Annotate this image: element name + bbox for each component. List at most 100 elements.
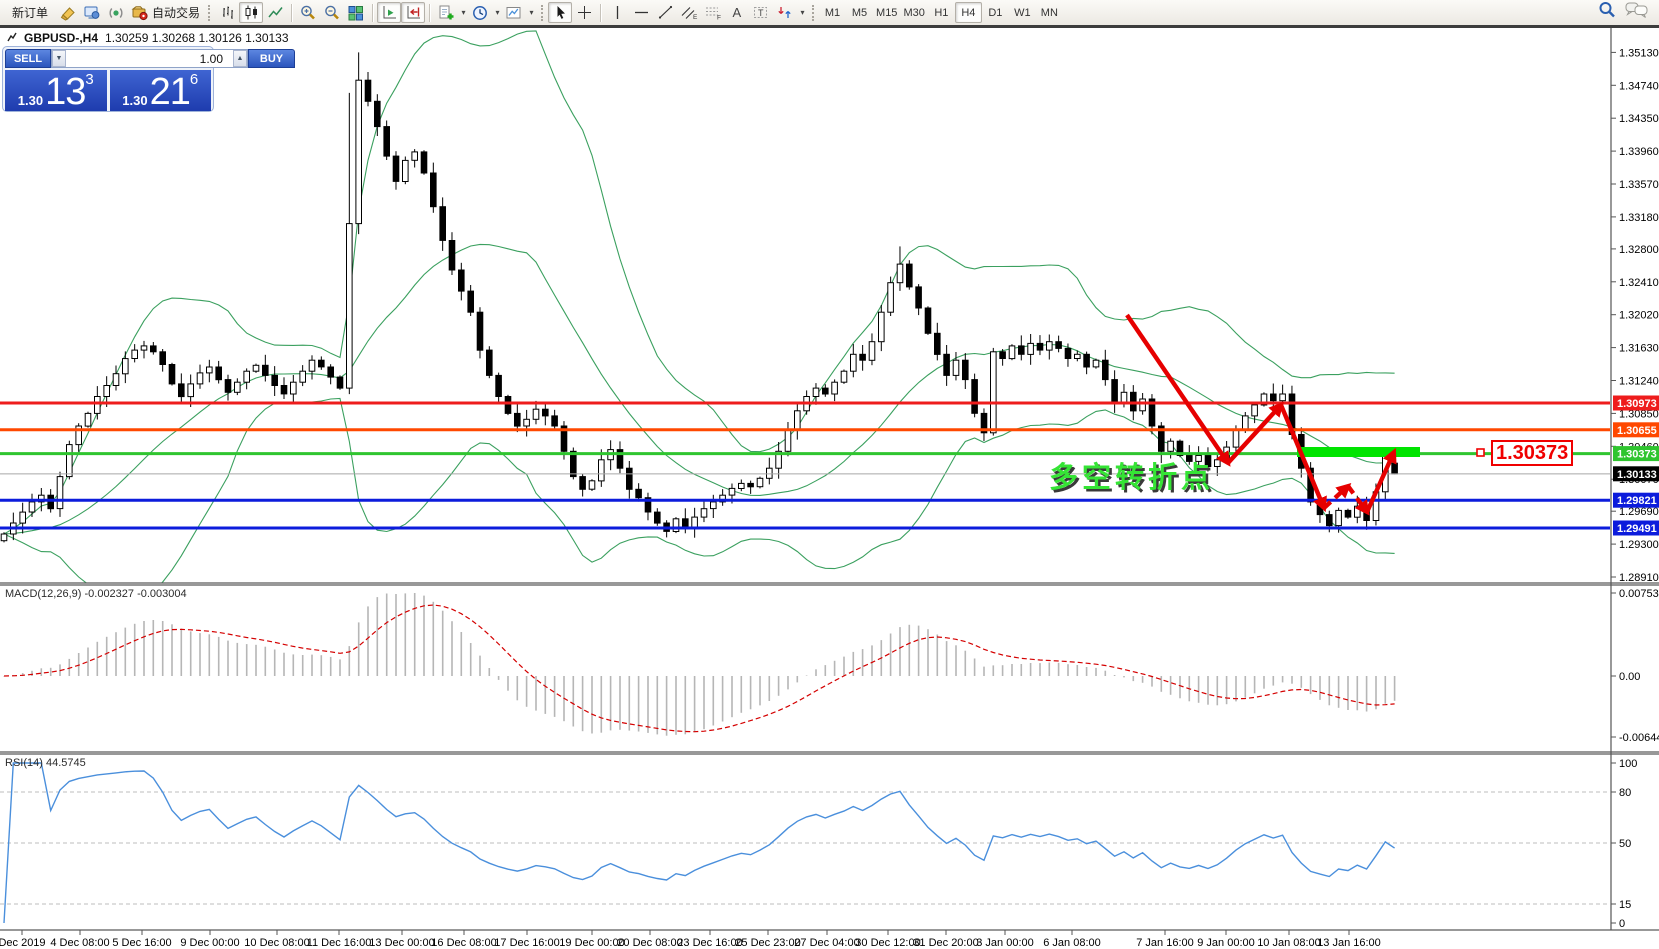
bar-chart-icon[interactable] [215, 2, 239, 23]
trend-arrow[interactable] [1322, 482, 1352, 510]
trend-arrow[interactable] [1346, 484, 1370, 516]
candle-body [626, 467, 633, 490]
vertical-line-icon[interactable] [605, 2, 629, 23]
crosshair-icon[interactable] [572, 2, 596, 23]
candle-body [766, 467, 773, 479]
horizontal-line-icon[interactable] [629, 2, 653, 23]
shapes-dropdown[interactable]: ▾ [800, 8, 805, 17]
auto-trading-label: 自动交易 [152, 6, 201, 20]
zoom-in-icon[interactable] [296, 2, 320, 23]
candle-body [1055, 341, 1062, 349]
zoom-out-icon[interactable] [320, 2, 344, 23]
sell-button[interactable]: SELL [5, 49, 51, 68]
time-tick-label: 7 Jan 16:00 [1136, 937, 1194, 949]
candle-body [290, 381, 297, 395]
timeframe-M5[interactable]: M5 [846, 2, 873, 23]
timeframe-H1[interactable]: H1 [928, 2, 955, 23]
volume-input[interactable] [66, 50, 233, 67]
timeframe-M15[interactable]: M15 [873, 2, 900, 23]
candle-body [1204, 455, 1212, 467]
buy-price-big: 21 [149, 71, 191, 113]
line-chart-icon[interactable] [263, 2, 287, 23]
trend-arrow[interactable] [1278, 404, 1327, 513]
candle-body [1092, 359, 1100, 368]
timeframe-W1[interactable]: W1 [1009, 2, 1036, 23]
macd-signal-line [3, 604, 1395, 733]
fibonacci-icon[interactable]: F [701, 2, 725, 23]
callout-anchor-marker[interactable] [1476, 448, 1485, 457]
terminal-user-icon[interactable] [80, 2, 104, 23]
timeframe-MN[interactable]: MN [1036, 2, 1063, 23]
rsi-axis-label: 15 [1619, 899, 1631, 911]
search-icon[interactable] [1597, 0, 1617, 25]
toolbar: 新订单 自动交易 ▾ ▾ ▾ E F [0, 0, 1659, 25]
trend-arrow[interactable] [1226, 401, 1285, 465]
macd-axis-label: -0.006446 [1619, 732, 1659, 744]
time-tick-label: 5 Dec 16:00 [112, 937, 171, 949]
svg-text:1.30973: 1.30973 [1617, 398, 1657, 410]
volume-up-button[interactable]: ▲ [233, 50, 247, 67]
candle-body [271, 374, 278, 386]
volume-down-button[interactable]: ▼ [52, 50, 66, 67]
sell-price-panel[interactable]: 1.30 13 3 [5, 70, 107, 111]
templates-dropdown[interactable]: ▾ [529, 8, 534, 17]
candle-body [336, 376, 344, 389]
candle-body [999, 351, 1006, 359]
toolbar-handle [208, 4, 211, 21]
candle-body [747, 482, 754, 488]
text-label-icon[interactable]: T [749, 2, 773, 23]
candlestick-chart-icon[interactable] [239, 2, 264, 23]
cursor-icon[interactable] [548, 2, 573, 23]
trend-arrow[interactable] [1364, 447, 1397, 513]
add-indicator-icon[interactable] [434, 2, 458, 23]
templates-icon[interactable] [502, 2, 526, 23]
candle-body [430, 172, 437, 208]
candle-body [103, 385, 111, 397]
periods-dropdown[interactable]: ▾ [495, 8, 500, 17]
new-order-button[interactable]: 新订单 [4, 2, 56, 23]
candle-body [962, 359, 969, 381]
trend-arrow[interactable] [1125, 313, 1231, 467]
price-tick-label: 1.33570 [1619, 179, 1659, 191]
candle-body [1046, 341, 1053, 351]
timeframe-H4[interactable]: H4 [954, 2, 982, 23]
auto-scroll-icon[interactable] [377, 2, 402, 23]
trendline-icon[interactable] [653, 2, 677, 23]
time-tick-label: 27 Dec 04:00 [794, 937, 859, 949]
buy-button[interactable]: BUY [248, 49, 295, 68]
tile-windows-icon[interactable] [344, 2, 368, 23]
auto-trading-button[interactable]: 自动交易 [128, 2, 203, 23]
timeframe-D1[interactable]: D1 [982, 2, 1009, 23]
candle-body [794, 410, 801, 431]
window-border [0, 25, 1659, 28]
price-axis-badge-1.30373: 1.30373 [1613, 446, 1659, 462]
candle-body [327, 366, 334, 378]
signals-icon[interactable] [104, 2, 128, 23]
chart-shift-icon[interactable] [401, 2, 426, 23]
support-zone-rect[interactable] [1297, 447, 1420, 457]
price-callout[interactable]: 1.30373 [1491, 440, 1574, 466]
periods-clock-icon[interactable] [468, 2, 492, 23]
timeframe-M30[interactable]: M30 [900, 2, 927, 23]
candle-body [1251, 404, 1258, 417]
buy-price-panel[interactable]: 1.30 21 6 [109, 70, 211, 113]
candle-body [906, 263, 913, 288]
annotation-text[interactable]: 多空转折点 [1049, 462, 1215, 494]
candle-body [262, 364, 269, 376]
text-icon[interactable]: A [725, 2, 749, 23]
channel-icon[interactable]: E [677, 2, 701, 23]
candle-body [1232, 429, 1240, 448]
price-tick-label: 1.31630 [1619, 343, 1659, 355]
svg-text:1.29491: 1.29491 [1617, 523, 1657, 535]
timeframe-M1[interactable]: M1 [819, 2, 846, 23]
candle-body [887, 282, 894, 313]
add-indicator-dropdown[interactable]: ▾ [461, 8, 466, 17]
chat-icon[interactable] [1625, 0, 1649, 25]
candle-body [206, 366, 213, 374]
eraser-icon[interactable] [56, 2, 80, 23]
candle-body [859, 353, 866, 361]
arrows-shapes-icon[interactable] [773, 2, 797, 23]
time-tick-label: 23 Dec 16:00 [677, 937, 742, 949]
